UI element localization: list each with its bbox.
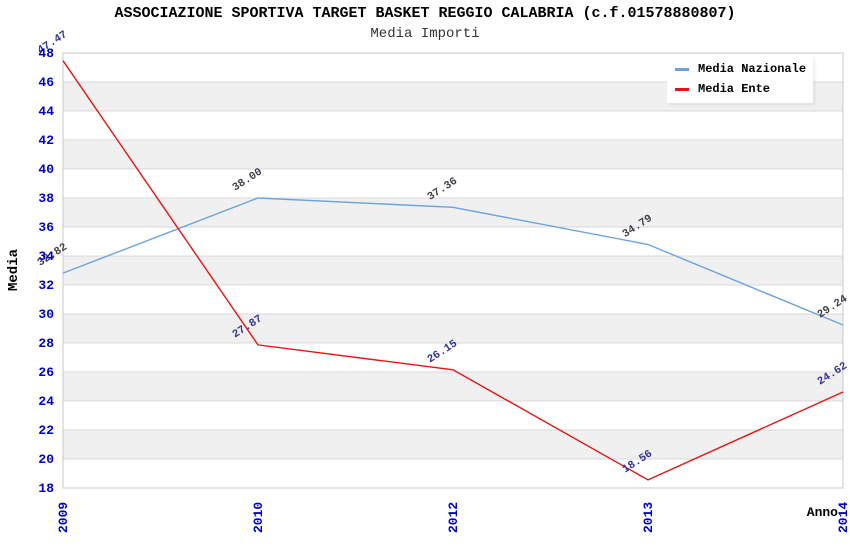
plot-band	[63, 285, 843, 314]
legend-item-media-ente: Media Ente	[667, 79, 813, 99]
plot-band	[63, 401, 843, 430]
legend-label-nazionale: Media Nazionale	[698, 62, 807, 76]
legend: Media Nazionale Media Ente	[667, 56, 813, 103]
y-tick-label: 30	[38, 307, 54, 322]
y-tick-label: 28	[38, 336, 54, 351]
series-line-ente	[62, 60, 844, 481]
y-tick-label: 40	[38, 162, 54, 177]
x-tick-label: 2012	[446, 502, 461, 533]
chart-title: ASSOCIAZIONE SPORTIVA TARGET BASKET REGG…	[114, 5, 736, 22]
series-line-nazionale	[62, 197, 844, 326]
legend-line-swatch-nazionale	[675, 67, 689, 71]
plot-band	[63, 111, 843, 140]
chart-subtitle: Media Importi	[370, 26, 480, 42]
x-axis-title: Anno	[807, 505, 838, 520]
plot-frame	[62, 52, 844, 489]
y-axis-title: Media	[6, 248, 22, 291]
x-tick-label: 2010	[251, 502, 266, 533]
y-tick-label: 42	[38, 133, 54, 148]
plot-band	[63, 314, 843, 343]
plot-band	[63, 372, 843, 401]
plot-band	[63, 430, 843, 459]
legend-label-ente: Media Ente	[698, 82, 771, 96]
y-tick-label: 18	[38, 481, 54, 496]
y-tick-label: 46	[38, 75, 54, 90]
y-tick-label: 20	[38, 452, 54, 467]
y-tick-label: 34	[38, 249, 54, 264]
plot-band	[63, 140, 843, 169]
y-tick-label: 22	[38, 423, 54, 438]
y-tick-label: 36	[38, 220, 54, 235]
y-tick-label: 48	[38, 46, 54, 61]
plot-band	[63, 198, 843, 227]
y-tick-label: 26	[38, 365, 54, 380]
plot-band	[63, 256, 843, 285]
x-tick-label: 2014	[836, 502, 850, 533]
y-tick-label: 38	[38, 191, 54, 206]
legend-line-swatch-ente	[675, 87, 689, 91]
plot-band	[63, 343, 843, 372]
plot-band	[63, 169, 843, 198]
y-tick-label: 32	[38, 278, 54, 293]
legend-item-media-nazionale: Media Nazionale	[667, 59, 813, 79]
y-tick-label: 24	[38, 394, 54, 409]
y-tick-label: 44	[38, 104, 54, 119]
plot-band	[63, 459, 843, 488]
x-tick-label: 2009	[56, 502, 71, 533]
x-tick-label: 2013	[641, 502, 656, 533]
